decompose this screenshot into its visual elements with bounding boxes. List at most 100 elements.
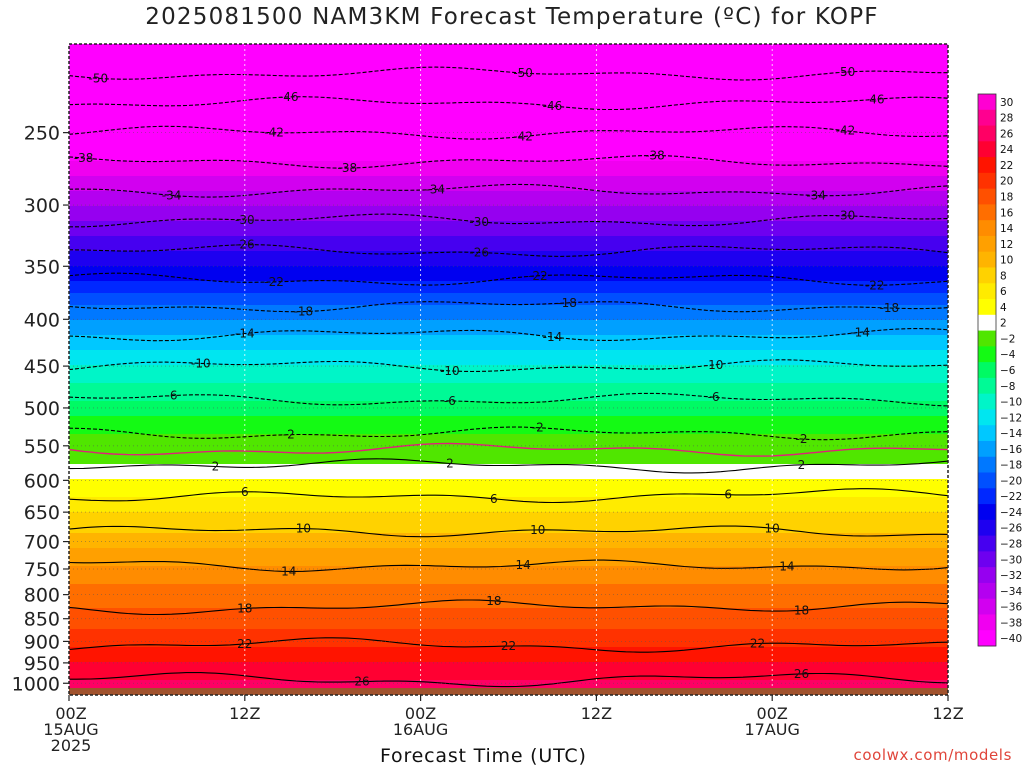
contour-label: 10 bbox=[765, 521, 780, 535]
temperature-band bbox=[69, 44, 948, 48]
temperature-band bbox=[69, 458, 948, 462]
ground-area bbox=[69, 687, 948, 695]
contour-label: -26 bbox=[469, 245, 489, 259]
temperature-band bbox=[69, 215, 948, 219]
temperature-band bbox=[69, 383, 948, 387]
temperature-band bbox=[69, 485, 948, 489]
colorbar-swatch bbox=[978, 157, 996, 174]
colorbar-label: 16 bbox=[1000, 207, 1014, 219]
x-tick-label: 00Z bbox=[405, 704, 436, 723]
temperature-band bbox=[69, 362, 948, 366]
temperature-band bbox=[69, 416, 948, 420]
colorbar-swatch bbox=[978, 267, 996, 284]
contour-label: -50 bbox=[88, 71, 108, 85]
temperature-band bbox=[69, 407, 948, 411]
contour-line bbox=[69, 125, 948, 140]
temperature-band bbox=[69, 518, 948, 522]
contour-label: -42 bbox=[264, 126, 284, 140]
contour-label: -14 bbox=[543, 330, 563, 344]
contour-label: -38 bbox=[74, 151, 94, 165]
temperature-band bbox=[69, 572, 948, 576]
temperature-band bbox=[69, 65, 948, 69]
contour-line bbox=[69, 672, 948, 688]
x-tick-label: 00Z bbox=[757, 704, 788, 723]
temperature-band bbox=[69, 152, 948, 156]
credit-link[interactable]: coolwx.com/models bbox=[853, 746, 1012, 764]
temperature-band bbox=[69, 260, 948, 264]
colorbar-label: −24 bbox=[1000, 507, 1022, 519]
temperature-band bbox=[69, 641, 948, 645]
temperature-band bbox=[69, 221, 948, 225]
temperature-band bbox=[69, 479, 948, 483]
temperature-band bbox=[69, 269, 948, 273]
contour-line bbox=[69, 244, 948, 257]
temperature-band bbox=[69, 329, 948, 333]
temperature-band bbox=[69, 551, 948, 555]
colorbar-swatch bbox=[978, 314, 996, 331]
temperature-band bbox=[69, 323, 948, 327]
contour-label: -46 bbox=[865, 92, 885, 106]
temperature-band bbox=[69, 434, 948, 438]
temperature-band bbox=[69, 305, 948, 309]
temperature-band bbox=[69, 53, 948, 57]
contour-label: 18 bbox=[794, 603, 809, 617]
contour-label: -46 bbox=[543, 99, 563, 113]
colorbar-swatch bbox=[978, 299, 996, 316]
y-tick-label: 950 bbox=[24, 653, 60, 675]
y-tick-label: 750 bbox=[24, 559, 60, 581]
temperature-band bbox=[69, 623, 948, 627]
x-axis-label: Forecast Time (UTC) bbox=[380, 745, 587, 767]
temperature-band bbox=[69, 62, 948, 66]
contour-line bbox=[69, 328, 948, 342]
temperature-band bbox=[69, 590, 948, 594]
y-tick-label: 600 bbox=[24, 470, 60, 492]
colorbar-label: −20 bbox=[1000, 475, 1022, 487]
temperature-band bbox=[69, 179, 948, 183]
temperature-band bbox=[69, 671, 948, 675]
temperature-band bbox=[69, 683, 948, 687]
contour-line bbox=[69, 559, 948, 572]
temperature-band bbox=[69, 164, 948, 168]
temperature-band bbox=[69, 83, 948, 87]
y-tick-label: 400 bbox=[24, 309, 60, 331]
colorbar-label: 6 bbox=[1000, 286, 1007, 298]
temperature-band bbox=[69, 653, 948, 657]
temperature-band bbox=[69, 212, 948, 216]
colorbar-swatch bbox=[978, 472, 996, 489]
temperature-band bbox=[69, 296, 948, 300]
temperature-band bbox=[69, 317, 948, 321]
temperature-band bbox=[69, 488, 948, 492]
temperature-band bbox=[69, 137, 948, 141]
temperature-band bbox=[69, 338, 948, 342]
colorbar-label: −34 bbox=[1000, 586, 1022, 598]
temperature-band bbox=[69, 341, 948, 345]
temperature-band bbox=[69, 647, 948, 651]
temperature-band bbox=[69, 668, 948, 672]
x-tick-label: 17AUG bbox=[744, 720, 799, 739]
temperature-band bbox=[69, 206, 948, 210]
temperature-band bbox=[69, 554, 948, 558]
contour-label: -2 bbox=[283, 428, 295, 442]
temperature-band bbox=[69, 422, 948, 426]
contour-label: 22 bbox=[750, 637, 765, 651]
colorbar-label: −18 bbox=[1000, 460, 1022, 472]
temperature-band bbox=[69, 545, 948, 549]
temperature-band bbox=[69, 620, 948, 624]
colorbar-swatch bbox=[978, 440, 996, 458]
temperature-band bbox=[69, 161, 948, 165]
temperature-band bbox=[69, 278, 948, 282]
contour-line bbox=[69, 525, 948, 538]
x-tick-label: 12Z bbox=[932, 704, 963, 723]
temperature-band bbox=[69, 491, 948, 495]
temperature-band bbox=[69, 311, 948, 315]
contour-label: -18 bbox=[557, 296, 577, 310]
colorbar-frame bbox=[977, 93, 997, 647]
temperature-band bbox=[69, 143, 948, 147]
colorbar-label: −28 bbox=[1000, 538, 1022, 550]
contour-label: 18 bbox=[237, 601, 252, 615]
contour-label: -46 bbox=[279, 90, 299, 104]
y-tick-label: 1000 bbox=[12, 673, 60, 695]
temperature-band bbox=[69, 650, 948, 654]
contour-line bbox=[69, 426, 948, 441]
temperature-band bbox=[69, 272, 948, 276]
